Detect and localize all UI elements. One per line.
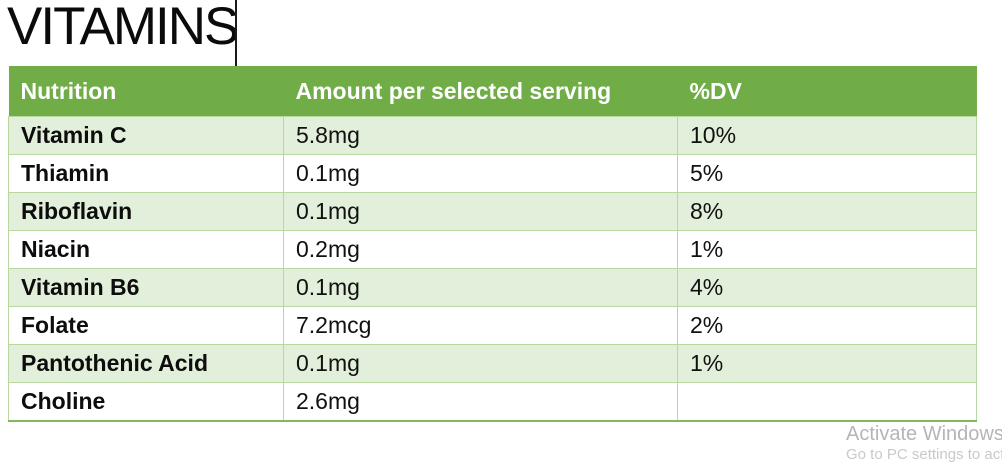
- table-row: Niacin 0.2mg 1%: [8, 230, 977, 269]
- cell-amount[interactable]: 0.1mg: [283, 344, 678, 383]
- table-row: Riboflavin 0.1mg 8%: [8, 192, 977, 231]
- cell-amount[interactable]: 0.1mg: [283, 192, 678, 231]
- cell-name[interactable]: Vitamin C: [8, 116, 284, 155]
- column-header-amount[interactable]: Amount per selected serving: [283, 66, 678, 117]
- column-header-nutrition[interactable]: Nutrition: [8, 66, 284, 117]
- cell-dv[interactable]: 8%: [677, 192, 977, 231]
- table-row: Pantothenic Acid 0.1mg 1%: [8, 344, 977, 383]
- cell-name[interactable]: Pantothenic Acid: [8, 344, 284, 383]
- activation-watermark-line2: Go to PC settings to activate Windows.: [846, 446, 1002, 463]
- column-header-dv[interactable]: %DV: [677, 66, 977, 117]
- slide-title[interactable]: VITAMINS: [7, 0, 239, 60]
- cell-dv[interactable]: [677, 382, 977, 422]
- cell-amount[interactable]: 0.1mg: [283, 268, 678, 307]
- cell-amount[interactable]: 0.2mg: [283, 230, 678, 269]
- cell-name[interactable]: Thiamin: [8, 154, 284, 193]
- cell-amount[interactable]: 0.1mg: [283, 154, 678, 193]
- cell-dv[interactable]: 1%: [677, 344, 977, 383]
- table-row: Choline 2.6mg: [8, 382, 977, 422]
- cell-name[interactable]: Niacin: [8, 230, 284, 269]
- table-row: Folate 7.2mcg 2%: [8, 306, 977, 345]
- cell-dv[interactable]: 5%: [677, 154, 977, 193]
- cell-name[interactable]: Choline: [8, 382, 284, 422]
- cell-name[interactable]: Vitamin B6: [8, 268, 284, 307]
- table-row: Thiamin 0.1mg 5%: [8, 154, 977, 193]
- table-header-row: Nutrition Amount per selected serving %D…: [8, 66, 977, 117]
- cell-amount[interactable]: 2.6mg: [283, 382, 678, 422]
- cell-name[interactable]: Folate: [8, 306, 284, 345]
- activation-watermark-line1: Activate Windows: [846, 423, 1002, 445]
- cell-dv[interactable]: 1%: [677, 230, 977, 269]
- cell-dv[interactable]: 4%: [677, 268, 977, 307]
- cell-amount[interactable]: 7.2mcg: [283, 306, 678, 345]
- cell-dv[interactable]: 2%: [677, 306, 977, 345]
- table-row: Vitamin C 5.8mg 10%: [8, 116, 977, 155]
- cell-dv[interactable]: 10%: [677, 116, 977, 155]
- vitamins-table: Nutrition Amount per selected serving %D…: [8, 66, 977, 422]
- page-title[interactable]: VITAMINS: [7, 0, 239, 56]
- text-cursor: [235, 0, 237, 66]
- cell-name[interactable]: Riboflavin: [8, 192, 284, 231]
- table-row: Vitamin B6 0.1mg 4%: [8, 268, 977, 307]
- cell-amount[interactable]: 5.8mg: [283, 116, 678, 155]
